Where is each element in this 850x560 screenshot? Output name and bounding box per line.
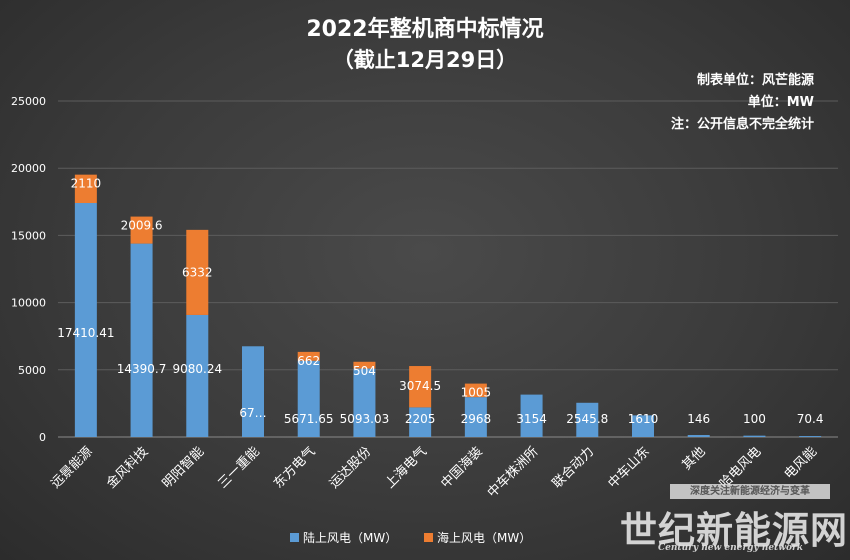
note-disclaimer: 注：公开信息不完全统计: [670, 117, 814, 132]
data-label-land: 146: [687, 412, 710, 426]
data-label-sea: 2110: [71, 177, 102, 191]
legend-label: 陆上风电（MW）: [303, 530, 397, 545]
x-tick-label: 三一重能: [215, 444, 263, 492]
bar-land: [353, 368, 376, 437]
x-tick-label: 金风科技: [103, 444, 151, 492]
x-tick-label: 联合动力: [550, 444, 597, 491]
bar-sea: [464, 383, 487, 398]
x-tick-label: 东方电气: [270, 444, 318, 492]
data-label-land: 2968: [461, 412, 492, 426]
x-tick-label: 中车山东: [605, 444, 653, 492]
note-maker: 制表单位：风芒能源: [696, 73, 814, 88]
chart-notes: 制表单位：风芒能源 单位：MW 注：公开信息不完全统计: [671, 70, 814, 136]
legend-swatch: [290, 533, 299, 542]
data-label-sea: 6332: [182, 265, 213, 279]
x-tick-label: 明阳智能: [160, 444, 207, 491]
bar-land: [186, 314, 209, 437]
y-tick-label: 0: [39, 431, 46, 444]
data-label-land: 3154: [516, 412, 547, 426]
data-label-land: 2205: [405, 412, 436, 426]
data-label-sea: 3074.5: [399, 379, 441, 393]
data-label-land: 9080.24: [172, 362, 222, 376]
chart-title: 2022年整机商中标情况: [306, 16, 543, 42]
data-label-sea: 1005: [461, 386, 492, 400]
bar-land: [74, 203, 97, 437]
data-label-land: 5093.03: [340, 412, 390, 426]
data-label-sea: 662: [297, 354, 320, 368]
data-label-land: 1610: [628, 412, 659, 426]
data-label-sea: 2009.6: [121, 219, 163, 233]
data-label-land: 67…: [239, 406, 266, 420]
watermark-subtitle: Century new energy network: [658, 543, 803, 553]
data-label-land: 5671.65: [284, 412, 334, 426]
data-label-land: 17410.41: [57, 326, 114, 340]
bar-sea: [186, 229, 209, 315]
x-tick-label: 电风能: [782, 444, 820, 482]
bar-land: [409, 407, 432, 437]
bar-sea: [74, 174, 97, 204]
note-unit: 单位：MW: [747, 95, 814, 110]
watermark-logo: 世纪新能源网: [620, 508, 848, 552]
bar-sea: [297, 351, 320, 361]
legend-label: 海上风电（MW）: [437, 530, 531, 545]
bar-land: [242, 346, 264, 437]
y-tick-label: 10000: [11, 297, 46, 310]
bar-land: [632, 415, 654, 437]
y-tick-label: 25000: [11, 95, 46, 108]
data-label-land: 70.4: [797, 412, 824, 426]
bar-land: [130, 243, 153, 437]
bar-land: [520, 394, 543, 437]
data-label-land: 2545.8: [566, 412, 608, 426]
data-label-land: 100: [743, 412, 766, 426]
y-tick-label: 5000: [18, 364, 46, 377]
bar-land: [687, 435, 710, 437]
bar-land: [799, 436, 822, 437]
y-tick-label: 15000: [11, 229, 46, 242]
bar-land: [464, 397, 487, 437]
data-label-sea: 504: [353, 364, 376, 378]
legend-swatch: [424, 533, 433, 542]
x-tick-label: 上海电气: [382, 444, 430, 492]
chart-subtitle: （截止12月29日）: [333, 48, 517, 72]
x-tick-label: 其他: [680, 444, 709, 473]
bar-sea: [409, 366, 432, 408]
x-tick-label: 运达股份: [327, 444, 374, 491]
x-tick-label: 远景能源: [48, 444, 95, 491]
x-tick-label: 中国海装: [438, 444, 485, 491]
bar-land: [576, 402, 599, 437]
bar-land: [297, 360, 320, 437]
watermark-slogan: 深度关注新能源经济与变革: [670, 484, 830, 499]
bar-sea: [353, 361, 376, 369]
bar-sea: [130, 216, 153, 244]
x-tick-label: 中车株洲所: [484, 444, 541, 501]
y-tick-label: 20000: [11, 162, 46, 175]
bar-land: [743, 435, 766, 437]
data-label-land: 14390.7: [117, 362, 167, 376]
